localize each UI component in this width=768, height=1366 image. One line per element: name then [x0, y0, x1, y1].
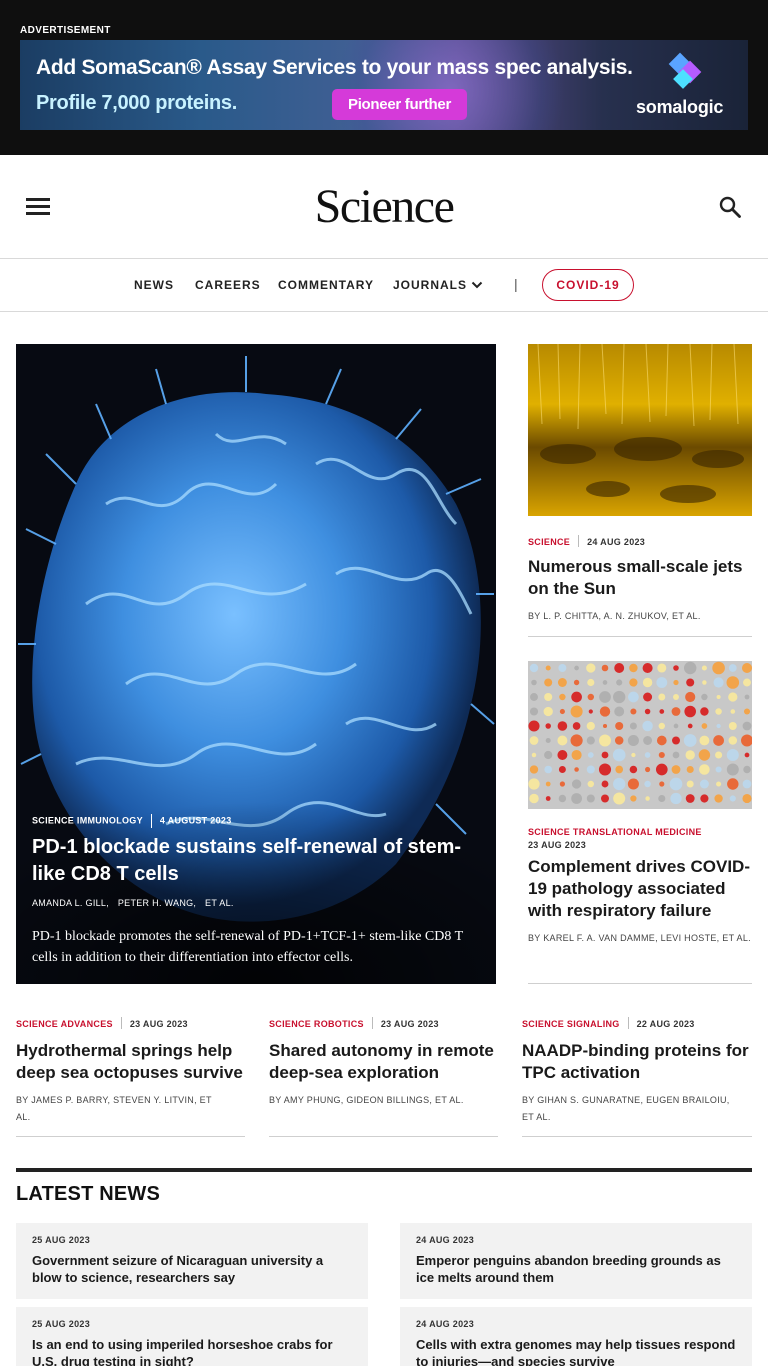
hero-kicker[interactable]: SCIENCE IMMUNOLOGY	[32, 815, 143, 826]
news-title[interactable]: Government seizure of Nicaraguan univers…	[32, 1253, 324, 1285]
news-item[interactable]: 24 AUG 2023 Cells with extra genomes may…	[400, 1307, 752, 1366]
card-date: 24 AUG 2023	[587, 537, 646, 547]
card-date: 23 AUG 2023	[129, 1019, 188, 1029]
news-date: 25 AUG 2023	[32, 1319, 90, 1329]
news-item[interactable]: 25 AUG 2023 Is an end to using imperiled…	[16, 1307, 368, 1366]
side-card-complement-covid[interactable]: SCIENCE TRANSLATIONAL MEDICINE 23 AUG 20…	[528, 661, 752, 984]
hero-author[interactable]: AMANDA L. GILL,	[32, 898, 110, 908]
search-icon[interactable]	[718, 195, 742, 219]
advertisement-band: ADVERTISEMENT Add SomaScan® Assay Servic…	[0, 0, 768, 155]
hamburger-menu-icon[interactable]	[26, 198, 50, 216]
ad-brand-name: somalogic	[636, 97, 724, 117]
science-logo[interactable]: Science	[314, 180, 455, 233]
ad-headline: Add SomaScan® Assay Services to your mas…	[36, 56, 633, 79]
latest-news-rule	[16, 1168, 752, 1172]
hero-authors: AMANDA L. GILL, PETER H. WANG, ET AL.	[32, 898, 240, 908]
nav-news[interactable]: NEWS	[134, 278, 174, 292]
card-title[interactable]: Shared autonomy in remote deep-sea explo…	[269, 1041, 494, 1082]
card-kicker[interactable]: SCIENCE TRANSLATIONAL MEDICINE	[528, 827, 702, 837]
main-nav: NEWS CAREERS COMMENTARY JOURNALS | COVID…	[0, 259, 768, 312]
card-authors: BY L. P. CHITTA, A. N. ZHUKOV, ET AL.	[528, 611, 701, 621]
news-date: 24 AUG 2023	[416, 1319, 474, 1329]
row-card-naadp[interactable]: SCIENCE SIGNALING 22 AUG 2023 NAADP-bindi…	[522, 1014, 752, 1137]
hero-description: PD-1 blockade promotes the self-renewal …	[32, 929, 463, 965]
card-title[interactable]: Complement drives COVID-19 pathology ass…	[528, 857, 750, 920]
side-card-sun-jets[interactable]: SCIENCE 24 AUG 2023 Numerous small-scale …	[528, 344, 752, 637]
news-title[interactable]: Cells with extra genomes may help tissue…	[416, 1337, 736, 1366]
row-card-octopuses[interactable]: SCIENCE ADVANCES 23 AUG 2023 Hydrothermal…	[16, 1014, 245, 1137]
card-title[interactable]: Numerous small-scale jets on the Sun	[528, 557, 743, 598]
covid-19-button[interactable]: COVID-19	[542, 269, 634, 301]
news-item[interactable]: 24 AUG 2023 Emperor penguins abandon bre…	[400, 1223, 752, 1299]
sun-image	[528, 344, 752, 516]
t-cell-image	[16, 344, 496, 984]
site-header: Science	[0, 155, 768, 259]
hero-date: 4 AUGUST 2023	[159, 815, 232, 826]
nav-journals[interactable]: JOURNALS	[393, 278, 468, 292]
latest-news-heading: LATEST NEWS	[16, 1183, 161, 1205]
card-kicker[interactable]: SCIENCE SIGNALING	[522, 1019, 620, 1029]
card-kicker[interactable]: SCIENCE	[528, 537, 571, 547]
card-title[interactable]: NAADP-binding proteins for TPC activatio…	[522, 1041, 749, 1082]
ad-cta-button[interactable]: Pioneer further	[332, 89, 467, 120]
nav-separator: |	[514, 276, 518, 292]
news-date: 24 AUG 2023	[416, 1235, 474, 1245]
chevron-down-icon[interactable]	[471, 279, 483, 291]
card-authors: BY GIHAN S. GUNARATNE, EUGEN BRAILOIU, E…	[522, 1095, 730, 1122]
nav-careers[interactable]: CAREERS	[195, 278, 261, 292]
card-authors: BY KAREL F. A. VAN DAMME, LEVI HOSTE, ET…	[528, 933, 751, 943]
card-date: 23 AUG 2023	[528, 840, 586, 850]
somalogic-logo-icon	[668, 52, 702, 89]
nav-commentary[interactable]: COMMENTARY	[278, 278, 374, 292]
ad-label: ADVERTISEMENT	[20, 25, 111, 36]
hero-title[interactable]: PD-1 blockade sustains self-renewal of s…	[32, 836, 462, 885]
hero-meta: SCIENCE IMMUNOLOGY 4 AUGUST 2023	[32, 814, 232, 828]
news-item[interactable]: 25 AUG 2023 Government seizure of Nicara…	[16, 1223, 368, 1299]
news-title[interactable]: Emperor penguins abandon breeding ground…	[416, 1253, 721, 1285]
hero-author: ET AL.	[205, 898, 234, 908]
news-title[interactable]: Is an end to using imperiled horseshoe c…	[32, 1337, 333, 1366]
card-title[interactable]: Hydrothermal springs help deep sea octop…	[16, 1041, 243, 1082]
dot-matrix-image	[528, 661, 752, 809]
news-date: 25 AUG 2023	[32, 1235, 90, 1245]
card-date: 22 AUG 2023	[636, 1019, 695, 1029]
ad-subline: Profile 7,000 proteins.	[36, 92, 237, 114]
card-kicker[interactable]: SCIENCE ADVANCES	[16, 1019, 113, 1029]
row-card-deep-sea[interactable]: SCIENCE ROBOTICS 23 AUG 2023 Shared auton…	[269, 1014, 498, 1137]
ad-banner[interactable]: Add SomaScan® Assay Services to your mas…	[20, 40, 748, 130]
hero-article[interactable]: SCIENCE IMMUNOLOGY 4 AUGUST 2023 PD-1 blo…	[16, 344, 496, 984]
card-kicker[interactable]: SCIENCE ROBOTICS	[269, 1019, 364, 1029]
card-authors: BY JAMES P. BARRY, STEVEN Y. LITVIN, ET …	[16, 1095, 212, 1122]
card-date: 23 AUG 2023	[380, 1019, 439, 1029]
hero-author[interactable]: PETER H. WANG,	[117, 898, 197, 908]
card-authors: BY AMY PHUNG, GIDEON BILLINGS, ET AL.	[269, 1095, 464, 1105]
